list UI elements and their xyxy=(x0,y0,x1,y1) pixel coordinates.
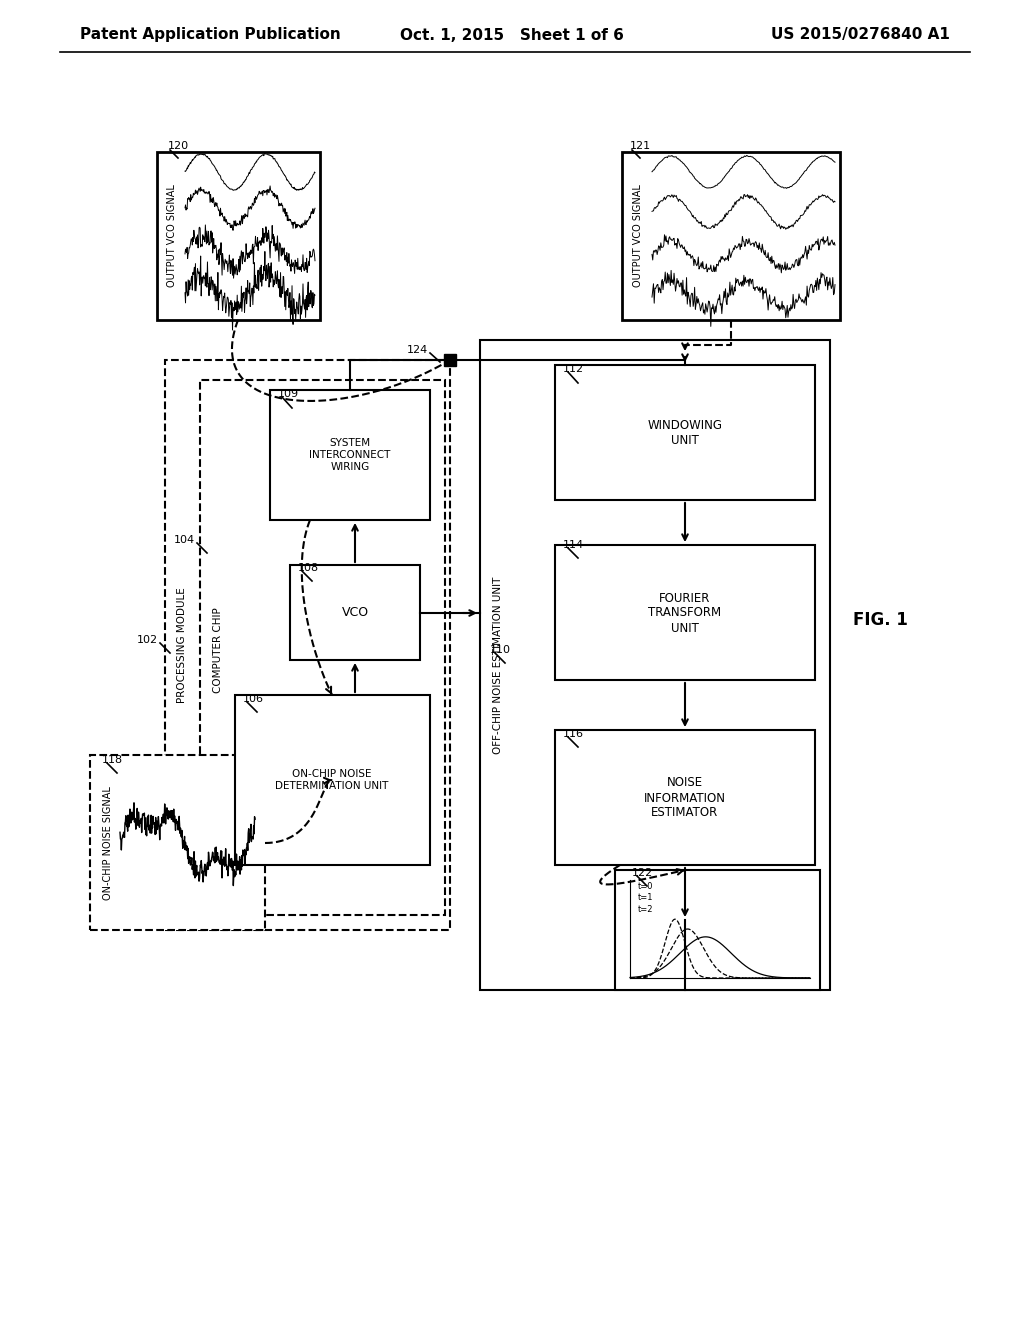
Bar xyxy=(555,545,815,680)
Text: VCO: VCO xyxy=(341,606,369,619)
Bar xyxy=(157,152,319,319)
Text: 109: 109 xyxy=(278,389,299,399)
Text: FIG. 1: FIG. 1 xyxy=(853,611,907,630)
Bar xyxy=(90,755,265,931)
Text: NOISE
INFORMATION
ESTIMATOR: NOISE INFORMATION ESTIMATOR xyxy=(644,776,726,820)
Bar xyxy=(555,366,815,500)
Text: OUTPUT VCO SIGNAL: OUTPUT VCO SIGNAL xyxy=(633,185,643,288)
Bar xyxy=(444,354,456,366)
Bar xyxy=(290,565,420,660)
Text: Patent Application Publication: Patent Application Publication xyxy=(80,28,341,42)
Text: SYSTEM
INTERCONNECT
WIRING: SYSTEM INTERCONNECT WIRING xyxy=(309,438,391,471)
Text: US 2015/0276840 A1: US 2015/0276840 A1 xyxy=(771,28,950,42)
Text: 104: 104 xyxy=(174,535,195,545)
Bar xyxy=(555,730,815,865)
Text: 121: 121 xyxy=(630,141,651,150)
Text: Oct. 1, 2015   Sheet 1 of 6: Oct. 1, 2015 Sheet 1 of 6 xyxy=(400,28,624,42)
Text: t=0: t=0 xyxy=(638,882,653,891)
Bar xyxy=(270,389,430,520)
Text: 110: 110 xyxy=(490,645,511,655)
Text: 106: 106 xyxy=(243,694,264,704)
Text: ON-CHIP NOISE
DETERMINATION UNIT: ON-CHIP NOISE DETERMINATION UNIT xyxy=(275,770,389,791)
Bar xyxy=(165,360,450,931)
Text: 120: 120 xyxy=(168,141,189,150)
Bar xyxy=(615,870,820,990)
Text: 122: 122 xyxy=(632,869,653,878)
Text: ON-CHIP NOISE SIGNAL: ON-CHIP NOISE SIGNAL xyxy=(103,787,113,900)
Text: OUTPUT VCO SIGNAL: OUTPUT VCO SIGNAL xyxy=(167,185,177,288)
Text: 124: 124 xyxy=(407,345,428,355)
Text: OFF-CHIP NOISE ESTIMATION UNIT: OFF-CHIP NOISE ESTIMATION UNIT xyxy=(493,577,503,754)
Bar xyxy=(200,380,445,915)
Text: t=2: t=2 xyxy=(638,906,653,913)
Text: t=1: t=1 xyxy=(638,894,653,902)
Text: 118: 118 xyxy=(102,755,123,766)
Text: FOURIER
TRANSFORM
UNIT: FOURIER TRANSFORM UNIT xyxy=(648,591,722,635)
Text: 108: 108 xyxy=(298,564,319,573)
Text: 102: 102 xyxy=(137,635,158,645)
Bar xyxy=(234,696,430,865)
Text: PROCESSING MODULE: PROCESSING MODULE xyxy=(177,587,187,702)
Text: 114: 114 xyxy=(563,540,584,550)
Text: 116: 116 xyxy=(563,729,584,739)
Bar xyxy=(622,152,840,319)
Text: 112: 112 xyxy=(563,364,584,374)
Text: COMPUTER CHIP: COMPUTER CHIP xyxy=(213,607,223,693)
Bar xyxy=(480,341,830,990)
Text: WINDOWING
UNIT: WINDOWING UNIT xyxy=(647,418,723,447)
